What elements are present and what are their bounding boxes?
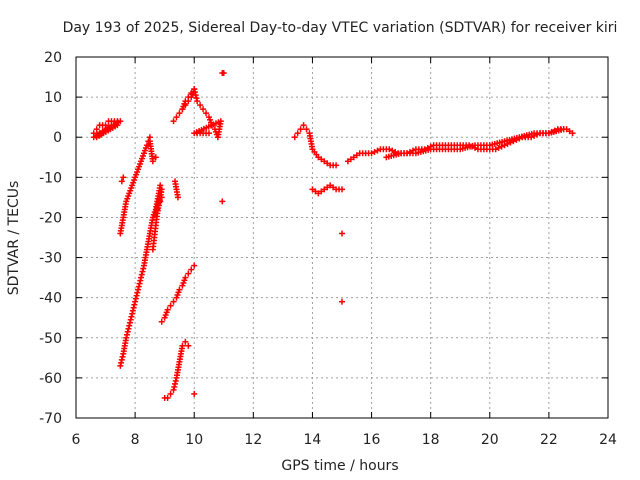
x-tick-label: 20 [481, 432, 499, 448]
data-point [339, 186, 345, 193]
data-point [560, 126, 567, 133]
data-point [120, 174, 127, 181]
data-point [170, 118, 177, 125]
data-point [176, 110, 183, 117]
data-point [291, 134, 298, 141]
data-point [569, 130, 576, 137]
x-tick-label: 16 [363, 432, 381, 448]
data-point [300, 122, 307, 129]
data-point [294, 130, 301, 137]
data-point [191, 262, 198, 269]
data-point [185, 342, 192, 349]
data-point [158, 194, 165, 201]
data-point [111, 122, 118, 129]
data-point [176, 286, 183, 293]
data-point [173, 114, 180, 121]
y-tick-label: -60 [39, 371, 62, 387]
data-point [157, 198, 164, 205]
data-point [303, 126, 310, 133]
x-tick-label: 6 [72, 432, 81, 448]
data-point [157, 182, 164, 189]
x-tick-label: 14 [304, 432, 322, 448]
data-point [146, 134, 153, 141]
data-point [152, 210, 159, 217]
data-point [219, 198, 226, 205]
data-point [149, 158, 156, 165]
x-tick-label: 8 [131, 432, 140, 448]
data-point [182, 338, 189, 345]
data-point [197, 102, 204, 109]
data-point [158, 318, 165, 325]
data-point [167, 302, 174, 309]
x-tick-label: 24 [599, 432, 617, 448]
y-tick-label: -30 [39, 251, 62, 267]
y-tick-label: -40 [39, 291, 62, 307]
data-point [200, 106, 207, 113]
data-point [164, 306, 171, 313]
data-point [174, 194, 181, 201]
y-tick-label: 20 [44, 50, 62, 66]
axis-ticks: 6 8 10 12 14 16 18 20 22 24 -70 -60 -50 -40 -30 -20 -10 0… [39, 50, 617, 448]
data-point [339, 230, 345, 237]
y-tick-label: -70 [39, 411, 62, 427]
data-point [118, 178, 125, 185]
data-point [194, 98, 201, 105]
data-point [154, 206, 161, 213]
data-point [220, 70, 227, 77]
y-tick-label: 10 [44, 90, 62, 106]
data-point [179, 106, 186, 113]
data-point [152, 154, 159, 161]
data-point [206, 130, 212, 137]
data-point [155, 202, 162, 209]
data-point [333, 162, 340, 169]
data-point [185, 270, 192, 277]
data-point [93, 126, 100, 133]
data-point [182, 102, 189, 109]
y-tick-label: -50 [39, 331, 62, 347]
data-point [145, 138, 152, 145]
data-point [188, 266, 195, 273]
x-tick-label: 10 [185, 432, 203, 448]
data-point [170, 298, 177, 305]
data-point [203, 110, 210, 117]
y-tick-label: 0 [53, 130, 62, 146]
y-tick-label: -10 [39, 170, 62, 186]
data-point [339, 298, 345, 305]
data-point [164, 394, 171, 401]
data-point [191, 390, 198, 397]
x-axis-label: GPS time / hours [281, 458, 398, 474]
data-point [297, 126, 304, 133]
chart-title: Day 193 of 2025, Sidereal Day-to-day VTE… [63, 20, 618, 36]
data-point [143, 142, 150, 149]
data-points [90, 70, 576, 401]
data-point [185, 98, 192, 105]
x-tick-label: 12 [244, 432, 262, 448]
x-tick-label: 22 [540, 432, 558, 448]
x-tick-label: 18 [422, 432, 440, 448]
data-point [167, 390, 174, 397]
plot-frame [75, 56, 609, 419]
data-point [179, 342, 186, 349]
y-tick-label: -20 [39, 210, 62, 226]
data-point [182, 274, 189, 281]
grid-lines [76, 57, 608, 418]
y-axis-label: SDTVAR / TECUs [6, 181, 22, 296]
